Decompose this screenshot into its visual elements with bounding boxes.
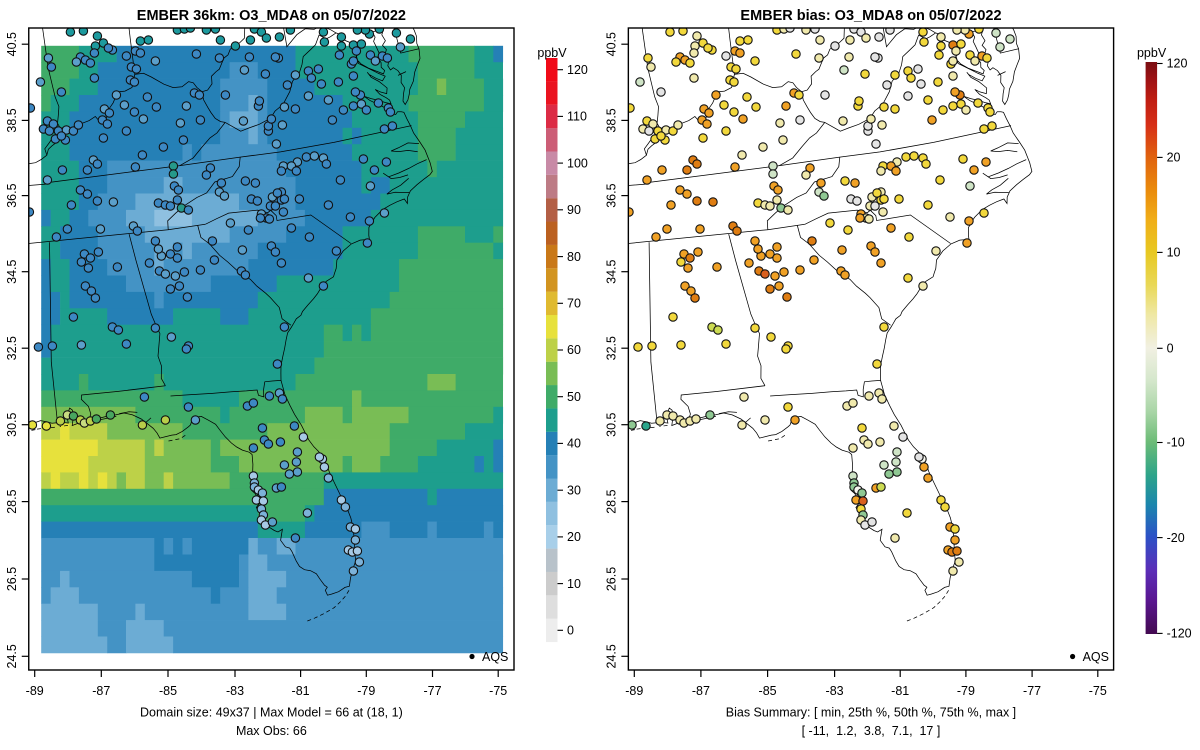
- svg-text:80: 80: [567, 250, 581, 264]
- svg-text:24.5: 24.5: [605, 644, 619, 668]
- svg-text:-81: -81: [292, 684, 310, 698]
- svg-text:-85: -85: [759, 684, 777, 698]
- svg-text:40: 40: [567, 437, 581, 451]
- svg-text:-20: -20: [1167, 531, 1185, 545]
- svg-text:Domain size: 49x37 | Max Model: Domain size: 49x37 | Max Model = 66 at (…: [140, 706, 403, 720]
- svg-text:10: 10: [567, 577, 581, 591]
- svg-text:28.5: 28.5: [605, 489, 619, 513]
- svg-text:30: 30: [567, 483, 581, 497]
- svg-text:34.5: 34.5: [605, 259, 619, 283]
- svg-text:32.5: 32.5: [5, 336, 19, 360]
- svg-text:-83: -83: [226, 684, 244, 698]
- svg-text:40.5: 40.5: [5, 32, 19, 56]
- svg-text:0: 0: [1167, 342, 1174, 356]
- svg-text:38.5: 38.5: [605, 108, 619, 132]
- svg-text:AQS: AQS: [482, 650, 508, 664]
- svg-text:26.5: 26.5: [605, 567, 619, 591]
- svg-text:32.5: 32.5: [605, 336, 619, 360]
- svg-text:ppbV: ppbV: [537, 46, 567, 60]
- svg-text:-81: -81: [891, 684, 909, 698]
- svg-text:-79: -79: [957, 684, 975, 698]
- svg-text:-77: -77: [423, 684, 441, 698]
- svg-text:20: 20: [567, 530, 581, 544]
- svg-text:-77: -77: [1023, 684, 1041, 698]
- svg-text:0: 0: [567, 624, 574, 638]
- svg-text:-120: -120: [1167, 627, 1192, 641]
- svg-text:-79: -79: [357, 684, 375, 698]
- svg-text:AQS: AQS: [1083, 650, 1109, 664]
- svg-text:-89: -89: [26, 684, 44, 698]
- svg-text:[ -11, 1.2, 3.8, 7.1, 17 ]: [ -11, 1.2, 3.8, 7.1, 17 ]: [802, 724, 941, 738]
- svg-text:-83: -83: [826, 684, 844, 698]
- svg-text:-87: -87: [692, 684, 710, 698]
- svg-text:120: 120: [1167, 57, 1188, 71]
- svg-text:36.5: 36.5: [605, 183, 619, 207]
- svg-text:Bias Summary: [ min, 25th %, 5: Bias Summary: [ min, 25th %, 50th %, 75t…: [726, 706, 1016, 720]
- svg-text:ppbV: ppbV: [1137, 46, 1167, 60]
- svg-text:Max Obs: 66: Max Obs: 66: [236, 724, 307, 738]
- svg-text:-87: -87: [92, 684, 110, 698]
- svg-text:EMBER bias: O3_MDA8 on 05/07/2: EMBER bias: O3_MDA8 on 05/07/2022: [740, 8, 1001, 24]
- svg-text:50: 50: [567, 390, 581, 404]
- svg-text:36.5: 36.5: [5, 183, 19, 207]
- svg-text:20: 20: [1167, 151, 1181, 165]
- svg-text:100: 100: [567, 156, 588, 170]
- svg-text:-10: -10: [1167, 436, 1185, 450]
- svg-text:30.5: 30.5: [605, 412, 619, 436]
- svg-text:-75: -75: [1089, 684, 1107, 698]
- svg-text:38.5: 38.5: [5, 108, 19, 132]
- svg-text:60: 60: [567, 343, 581, 357]
- svg-text:24.5: 24.5: [5, 644, 19, 668]
- svg-text:26.5: 26.5: [5, 567, 19, 591]
- svg-text:40.5: 40.5: [605, 32, 619, 56]
- svg-text:90: 90: [567, 203, 581, 217]
- svg-text:10: 10: [1167, 246, 1181, 260]
- svg-text:-89: -89: [625, 684, 643, 698]
- svg-text:EMBER 36km: O3_MDA8 on 05/07/2: EMBER 36km: O3_MDA8 on 05/07/2022: [137, 8, 406, 24]
- svg-text:-85: -85: [159, 684, 177, 698]
- svg-text:28.5: 28.5: [5, 489, 19, 513]
- svg-text:34.5: 34.5: [5, 259, 19, 283]
- svg-text:70: 70: [567, 297, 581, 311]
- svg-text:30.5: 30.5: [5, 412, 19, 436]
- svg-text:-75: -75: [489, 684, 507, 698]
- svg-text:110: 110: [567, 110, 587, 124]
- svg-text:120: 120: [567, 63, 588, 77]
